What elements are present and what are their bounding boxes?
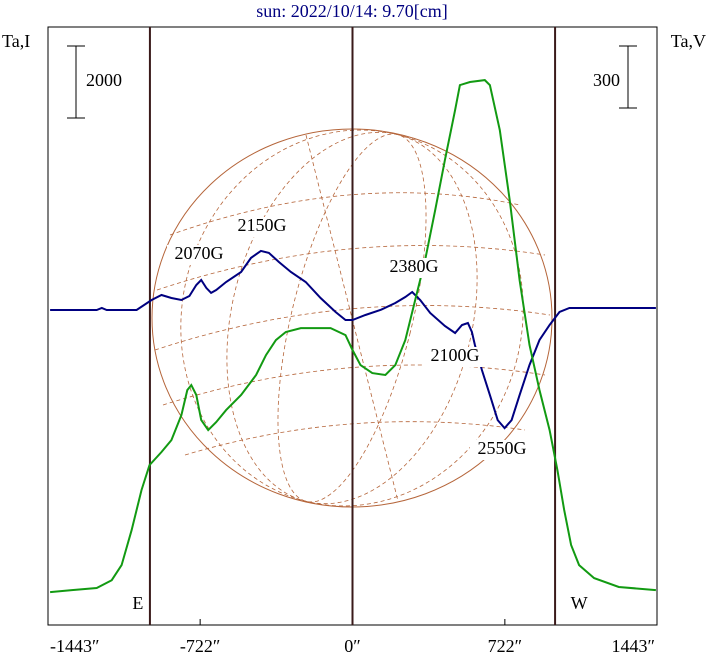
y2-axis-label: Ta,V xyxy=(671,31,706,51)
x-tick-label: -722″ xyxy=(180,636,221,656)
scale-label: 2000 xyxy=(86,70,122,90)
limb-label: W xyxy=(571,593,588,613)
limb-label: E xyxy=(132,593,143,613)
series-line xyxy=(50,79,656,594)
annotation-bg xyxy=(167,245,231,265)
series-line xyxy=(50,249,656,430)
annotation-bg xyxy=(423,347,487,367)
y-axis-label: Ta,I xyxy=(2,31,30,51)
annotation-bg xyxy=(470,440,534,460)
annotation: 2380G xyxy=(390,256,439,276)
annotation: 2550G xyxy=(478,438,527,458)
annotation-bg xyxy=(230,217,294,237)
x-tick-label: 0″ xyxy=(344,636,361,656)
x-tick-label: 1443″ xyxy=(612,636,656,656)
x-tick-label: -1443″ xyxy=(50,636,100,656)
annotation: 2100G xyxy=(431,345,480,365)
chart-title: sun: 2022/10/14: 9.70[cm] xyxy=(256,1,448,21)
annotation: 2070G xyxy=(175,243,224,263)
scale-label: 300 xyxy=(593,70,620,90)
x-tick-label: 722″ xyxy=(488,636,523,656)
annotation: 2150G xyxy=(238,215,287,235)
annotation-bg xyxy=(382,258,446,278)
